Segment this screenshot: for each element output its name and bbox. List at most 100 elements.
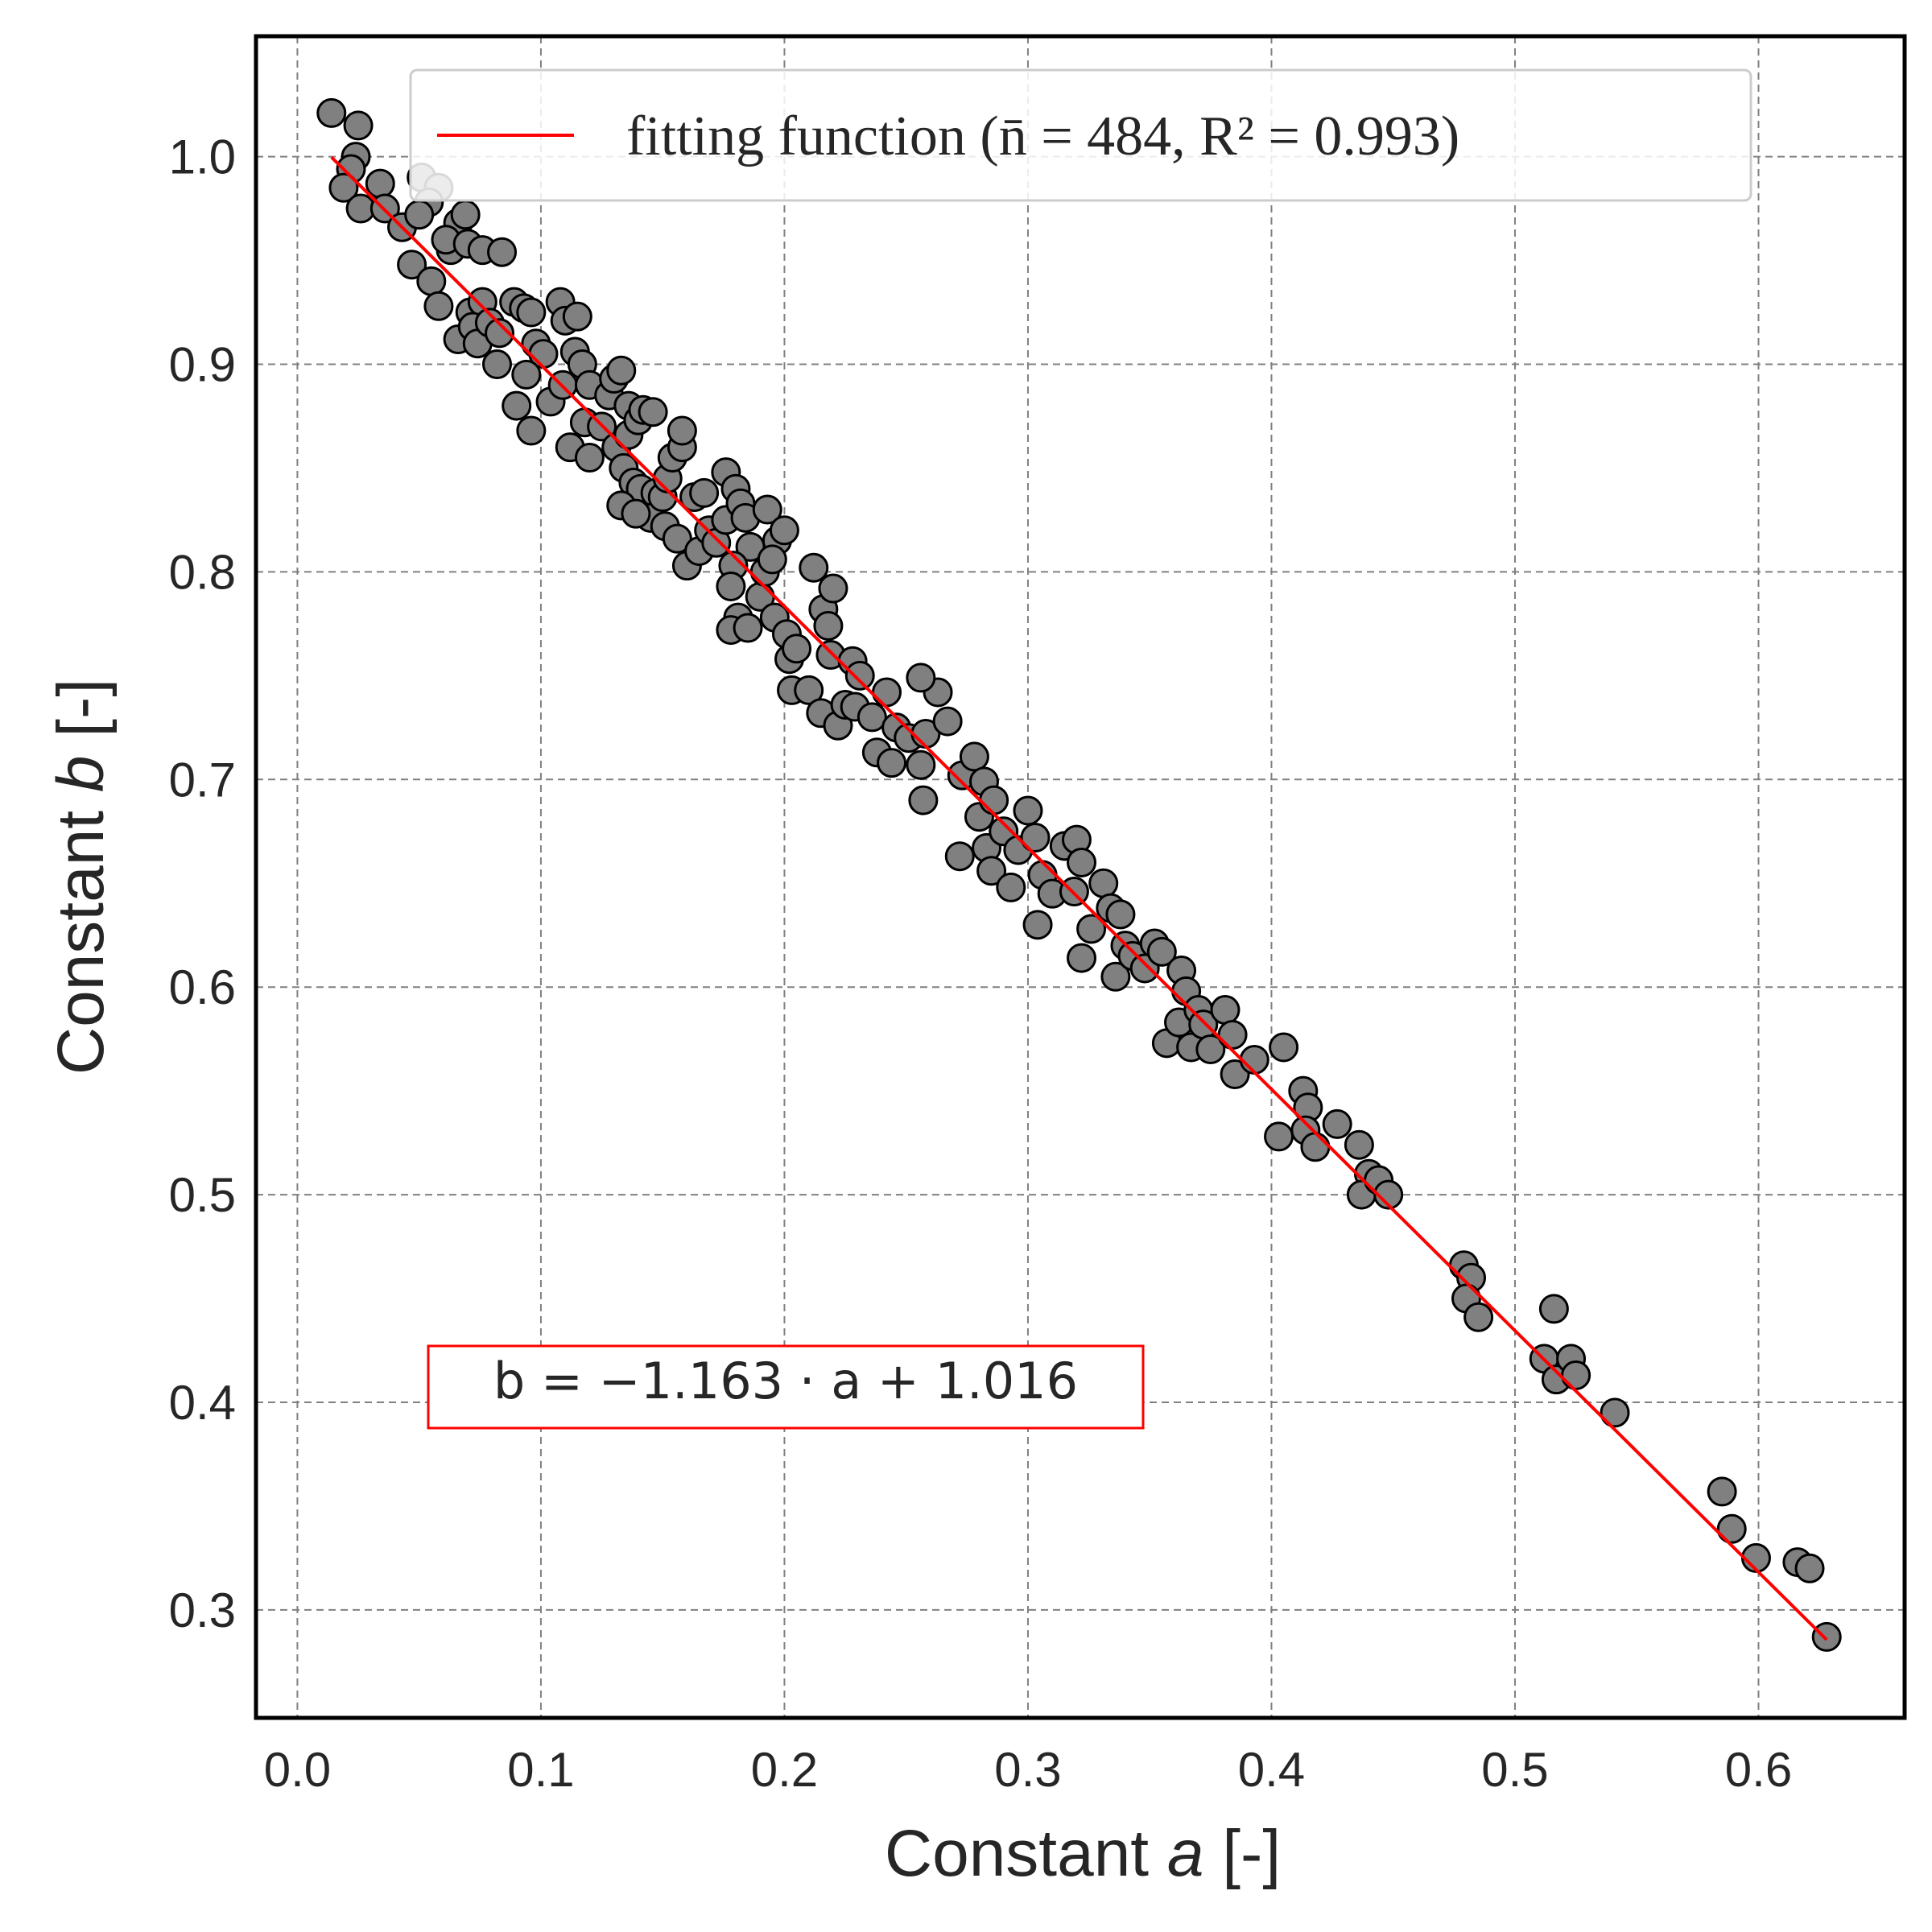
data-point	[1269, 1032, 1299, 1063]
data-point	[1239, 1044, 1269, 1075]
data-point	[450, 200, 481, 230]
data-point	[562, 301, 592, 332]
data-point	[1322, 1108, 1352, 1139]
y-tick-label: 0.8	[169, 545, 236, 599]
data-point	[1195, 1034, 1226, 1065]
data-point	[1264, 1121, 1294, 1152]
data-point	[794, 675, 824, 705]
data-point	[877, 748, 907, 778]
data-points	[316, 97, 1842, 1652]
data-point	[487, 237, 518, 267]
y-tick-label: 0.4	[169, 1376, 236, 1430]
data-point	[1067, 847, 1097, 877]
data-point	[1146, 936, 1177, 967]
data-point	[844, 660, 875, 691]
data-point	[689, 477, 720, 508]
data-point	[944, 841, 975, 872]
y-tick-labels: 0.3 0.4 0.5 0.6 0.7 0.8 0.9 1.0	[169, 130, 236, 1637]
data-point	[959, 741, 989, 772]
data-point	[996, 872, 1026, 902]
x-tick-label: 0.0	[264, 1743, 331, 1797]
data-point	[662, 523, 692, 554]
data-point	[1600, 1397, 1630, 1428]
data-point	[1088, 868, 1119, 898]
data-point	[906, 663, 936, 693]
data-point	[1210, 995, 1241, 1026]
data-point	[932, 706, 963, 737]
data-point	[1794, 1553, 1825, 1583]
x-tick-label: 0.4	[1238, 1743, 1305, 1797]
data-point	[976, 856, 1007, 886]
data-point	[1217, 1020, 1248, 1051]
data-point	[423, 291, 454, 321]
data-point	[1076, 914, 1107, 944]
data-point	[511, 359, 542, 390]
data-point	[502, 390, 532, 421]
data-point	[1561, 1360, 1591, 1390]
data-point	[365, 168, 395, 199]
data-point	[716, 571, 746, 601]
legend-box	[409, 68, 1752, 202]
x-tick-labels: 0.0 0.1 0.2 0.3 0.4 0.5 0.6	[264, 1743, 1792, 1797]
data-point	[485, 318, 515, 349]
data-point	[404, 200, 435, 230]
y-tick-label: 0.5	[169, 1168, 236, 1222]
data-point	[872, 677, 902, 708]
data-point	[757, 544, 787, 575]
data-point	[1300, 1132, 1331, 1162]
data-point	[481, 349, 512, 379]
data-point	[818, 573, 848, 604]
data-point	[1344, 1129, 1374, 1160]
equation-label: b = −1.163 · a + 1.016	[493, 1352, 1078, 1410]
y-tick-label: 0.3	[169, 1583, 236, 1637]
x-tick-label: 0.5	[1481, 1743, 1548, 1797]
y-tick-label: 0.9	[169, 337, 236, 391]
x-tick-label: 0.1	[507, 1743, 574, 1797]
data-point	[782, 634, 812, 664]
data-point	[979, 785, 1009, 815]
equation-box	[427, 1344, 1145, 1430]
data-point	[1105, 899, 1136, 930]
data-point	[1022, 910, 1053, 940]
data-point	[574, 443, 605, 473]
data-point	[1707, 1476, 1737, 1507]
data-point	[733, 613, 763, 643]
data-point	[343, 110, 374, 141]
data-point	[1811, 1621, 1842, 1652]
data-point	[1100, 961, 1131, 992]
plot-frame	[254, 34, 1907, 1720]
data-point	[1463, 1302, 1494, 1332]
data-point	[752, 494, 782, 525]
legend: fitting function (n̄ = 484, R² = 0.993)	[409, 68, 1752, 202]
data-point	[516, 297, 547, 328]
data-point	[1373, 1179, 1404, 1210]
data-point	[516, 415, 547, 446]
data-point	[1716, 1513, 1747, 1544]
data-point	[638, 397, 668, 427]
data-point	[621, 498, 651, 529]
data-point	[769, 515, 799, 546]
legend-label: fitting function (n̄ = 484, R² = 0.993)	[626, 105, 1459, 167]
data-point	[397, 250, 427, 280]
data-point	[908, 785, 939, 815]
data-point	[1020, 822, 1051, 852]
data-point	[316, 97, 347, 128]
data-point	[328, 172, 359, 203]
data-point	[667, 415, 697, 446]
data-point	[799, 552, 829, 583]
data-point	[606, 355, 637, 386]
data-point	[1013, 795, 1043, 826]
x-axis-label: Constant a [-]	[885, 1817, 1281, 1890]
data-point	[1067, 943, 1097, 973]
equation-annotation: b = −1.163 · a + 1.016	[427, 1344, 1145, 1430]
fit-line	[330, 155, 1828, 1641]
y-axis-label: Constant b [-]	[44, 679, 118, 1075]
data-point	[906, 749, 936, 780]
y-tick-label: 1.0	[169, 130, 236, 184]
x-tick-label: 0.6	[1725, 1743, 1792, 1797]
x-tick-label: 0.3	[994, 1743, 1061, 1797]
data-point	[1538, 1294, 1569, 1324]
y-tick-label: 0.6	[169, 960, 236, 1014]
